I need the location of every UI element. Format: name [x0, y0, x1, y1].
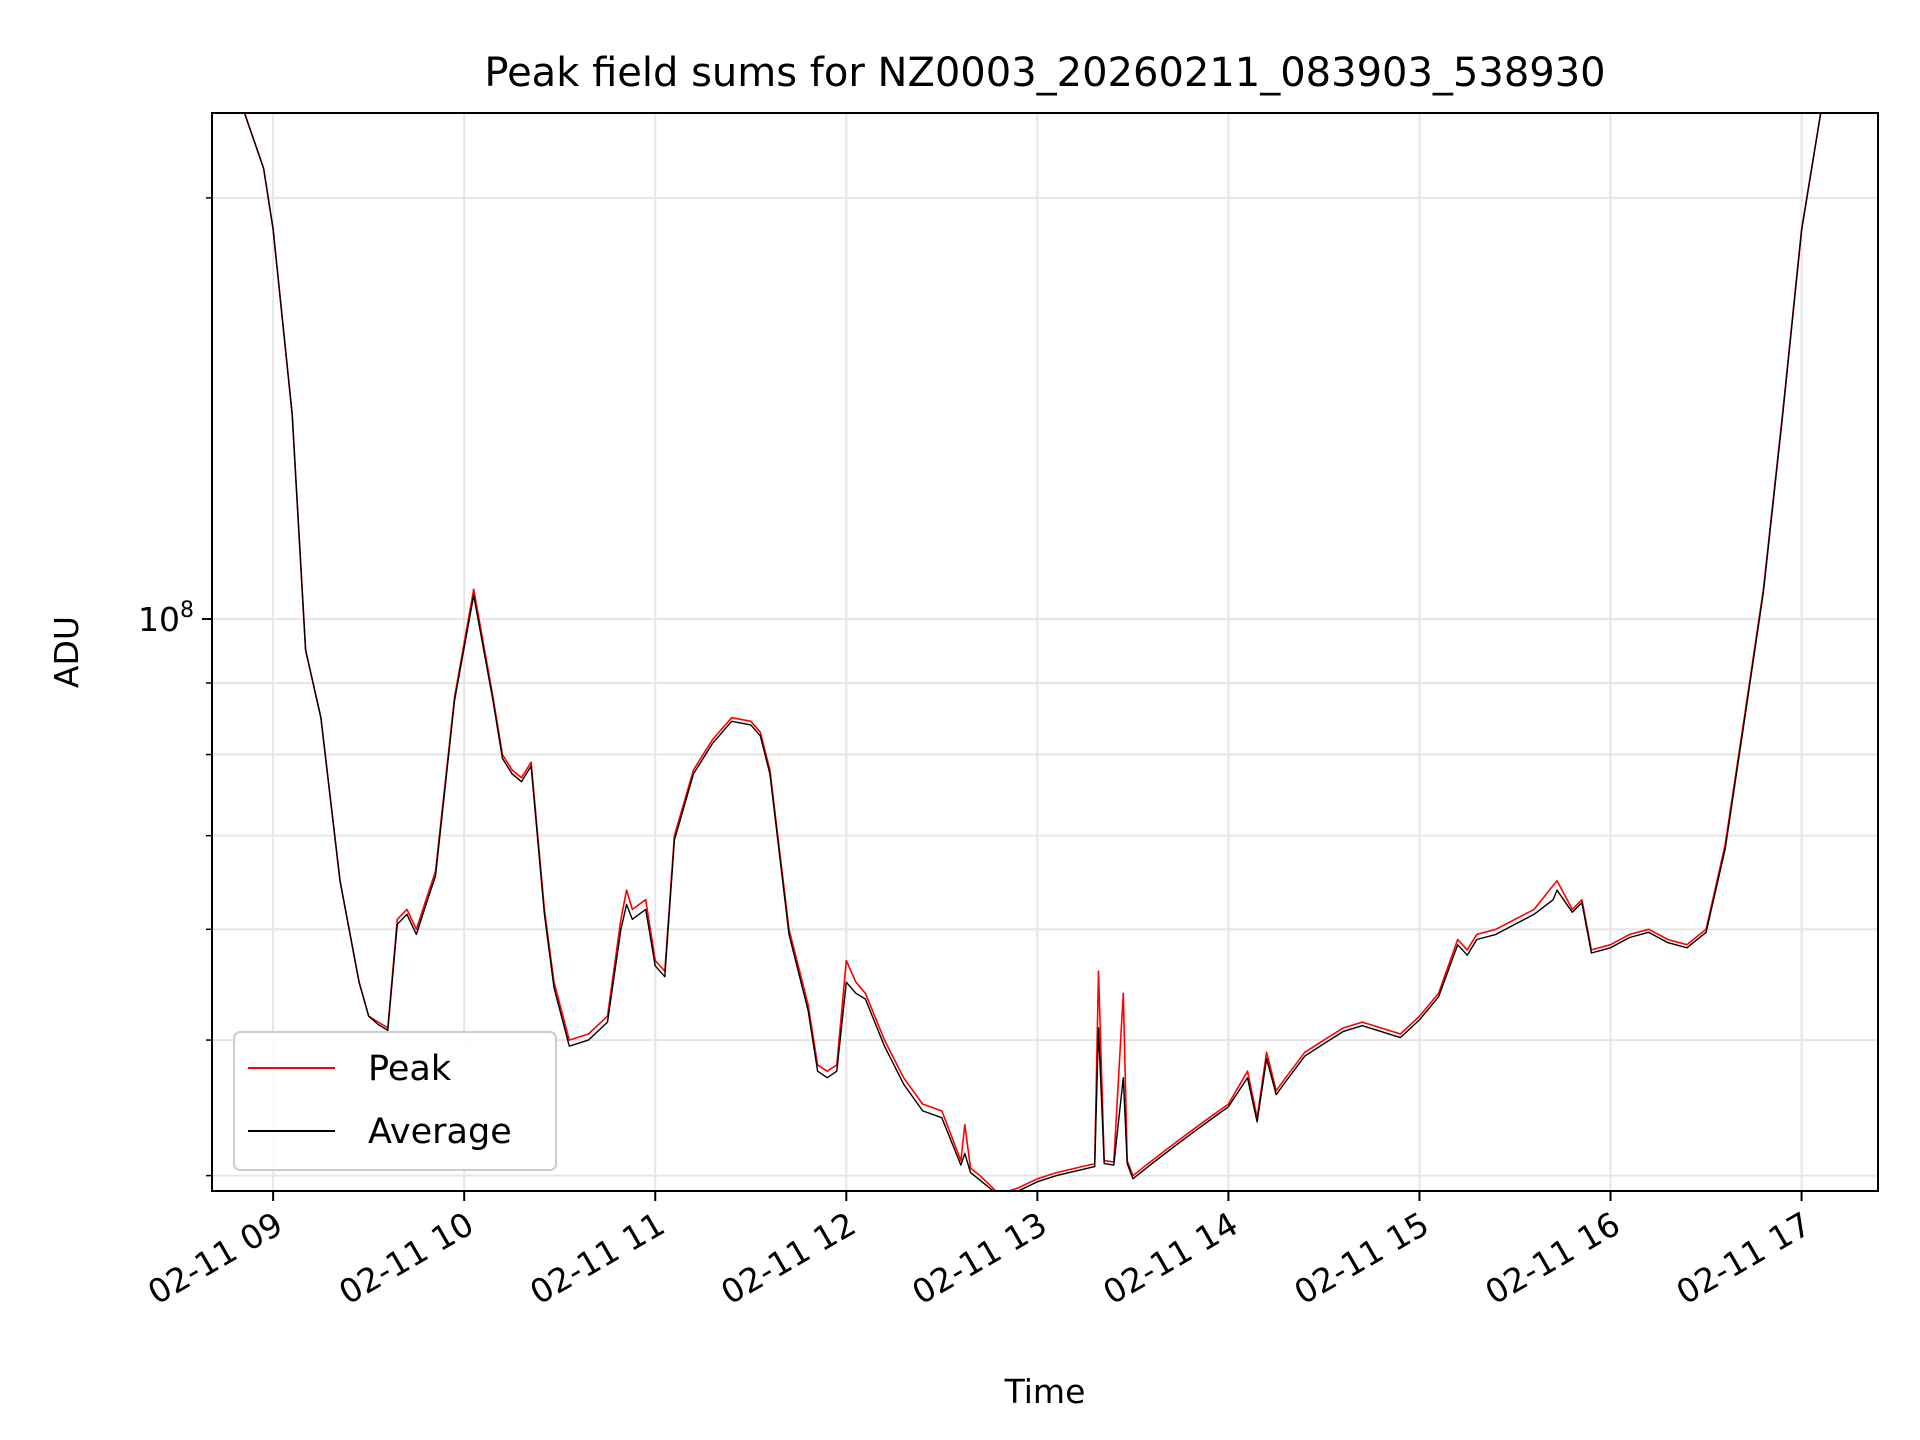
- series-line-peak: [212, 113, 1878, 1191]
- x-tick-label: 02-11 13: [905, 1204, 1053, 1312]
- legend-label-average: Average: [368, 1112, 512, 1152]
- plot-frame: [211, 112, 1879, 1192]
- y-tick-label: 108: [138, 598, 194, 639]
- x-tick-label: 02-11 14: [1096, 1204, 1244, 1312]
- x-tick-label: 02-11 16: [1479, 1204, 1627, 1312]
- legend-label-peak: Peak: [368, 1049, 452, 1089]
- y-axis-label: ADU: [47, 616, 86, 688]
- x-tick-label: 02-11 11: [523, 1204, 671, 1312]
- x-tick-label: 02-11 12: [714, 1204, 862, 1312]
- x-tick-label: 02-11 10: [332, 1204, 480, 1312]
- legend: Peak Average: [233, 1031, 557, 1171]
- chart-title: Peak field sums for NZ0003_20260211_0839…: [484, 50, 1605, 96]
- series-layer: [212, 113, 1878, 1191]
- x-tick-label: 02-11 17: [1670, 1204, 1818, 1312]
- x-axis-label: Time: [1004, 1372, 1086, 1411]
- series-line-average: [212, 113, 1878, 1191]
- x-tick-label: 02-11 09: [141, 1204, 289, 1312]
- legend-box: [233, 1031, 557, 1171]
- x-tick-label: 02-11 15: [1287, 1204, 1435, 1312]
